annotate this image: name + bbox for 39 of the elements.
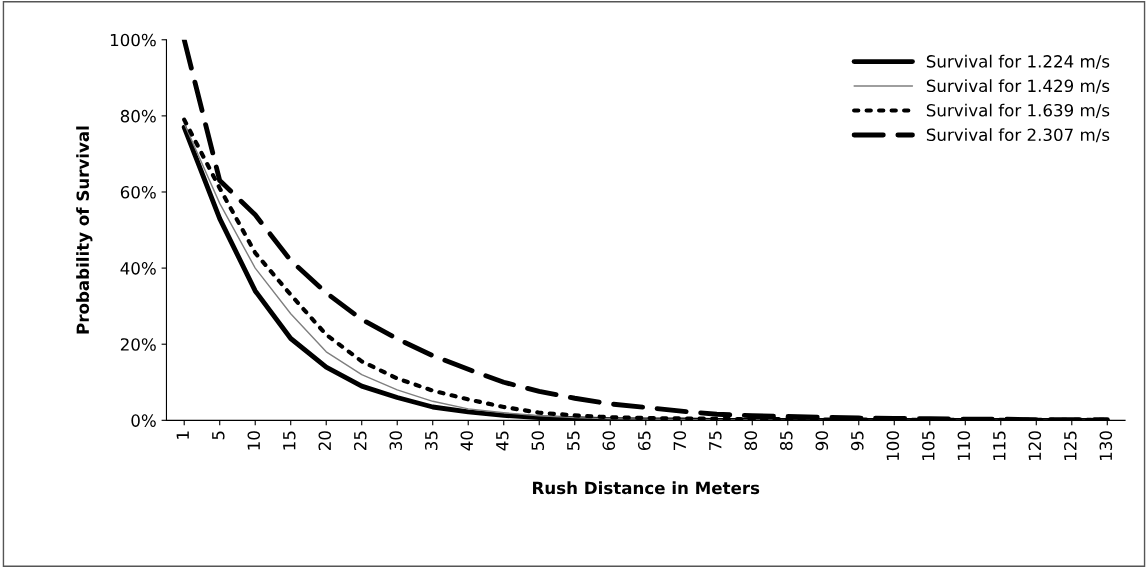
x-tick-label: 130 bbox=[1099, 431, 1113, 461]
x-tick-label: 125 bbox=[1064, 431, 1077, 461]
y-axis-title: Probability of Survival bbox=[76, 126, 93, 334]
y-tick-label: 0% bbox=[131, 414, 156, 427]
x-tick-label: 20 bbox=[318, 431, 332, 451]
x-tick-label: 40 bbox=[460, 431, 474, 451]
x-axis-title: Rush Distance in Meters bbox=[533, 481, 760, 495]
y-tick-label: 60% bbox=[120, 185, 156, 199]
x-tick-label: 50 bbox=[531, 431, 545, 450]
x-tick-label: 120 bbox=[1028, 431, 1042, 461]
y-tick-label: 20% bbox=[120, 338, 156, 351]
x-tick-label: 10 bbox=[247, 431, 261, 450]
x-tick-label: 75 bbox=[709, 431, 722, 450]
x-tick-label: 25 bbox=[353, 431, 367, 451]
x-tick-label: 70 bbox=[673, 431, 687, 450]
x-tick-label: 1 bbox=[176, 431, 189, 439]
x-tick-label: 30 bbox=[389, 431, 403, 450]
x-tick-label: 65 bbox=[637, 431, 651, 451]
x-tick-label: 115 bbox=[993, 431, 1006, 461]
x-tick-label: 90 bbox=[815, 431, 829, 451]
x-tick-label: 60 bbox=[602, 431, 616, 451]
legend-label: Survival for 1.224 m/s bbox=[926, 54, 1110, 69]
legend-label: Survival for 1.429 m/s bbox=[926, 79, 1110, 94]
x-tick-label: 105 bbox=[922, 431, 935, 461]
x-tick-label: 100 bbox=[886, 431, 900, 461]
y-tick-label: 40% bbox=[120, 262, 156, 275]
legend-label: Survival for 1.639 m/s bbox=[926, 103, 1110, 118]
y-tick-label: 80% bbox=[120, 109, 156, 123]
x-tick-label: 95 bbox=[851, 431, 864, 451]
x-tick-label: 35 bbox=[424, 431, 438, 450]
x-tick-label: 85 bbox=[779, 431, 793, 451]
x-tick-label: 15 bbox=[283, 431, 296, 450]
x-tick-label: 110 bbox=[957, 431, 971, 461]
x-tick-label: 45 bbox=[496, 431, 509, 451]
x-tick-label: 5 bbox=[212, 431, 225, 440]
y-tick-label: 100% bbox=[110, 33, 156, 47]
legend-label: Survival for 2.307 m/s bbox=[926, 128, 1110, 143]
x-tick-label: 80 bbox=[744, 431, 758, 451]
x-tick-label: 55 bbox=[567, 431, 580, 450]
